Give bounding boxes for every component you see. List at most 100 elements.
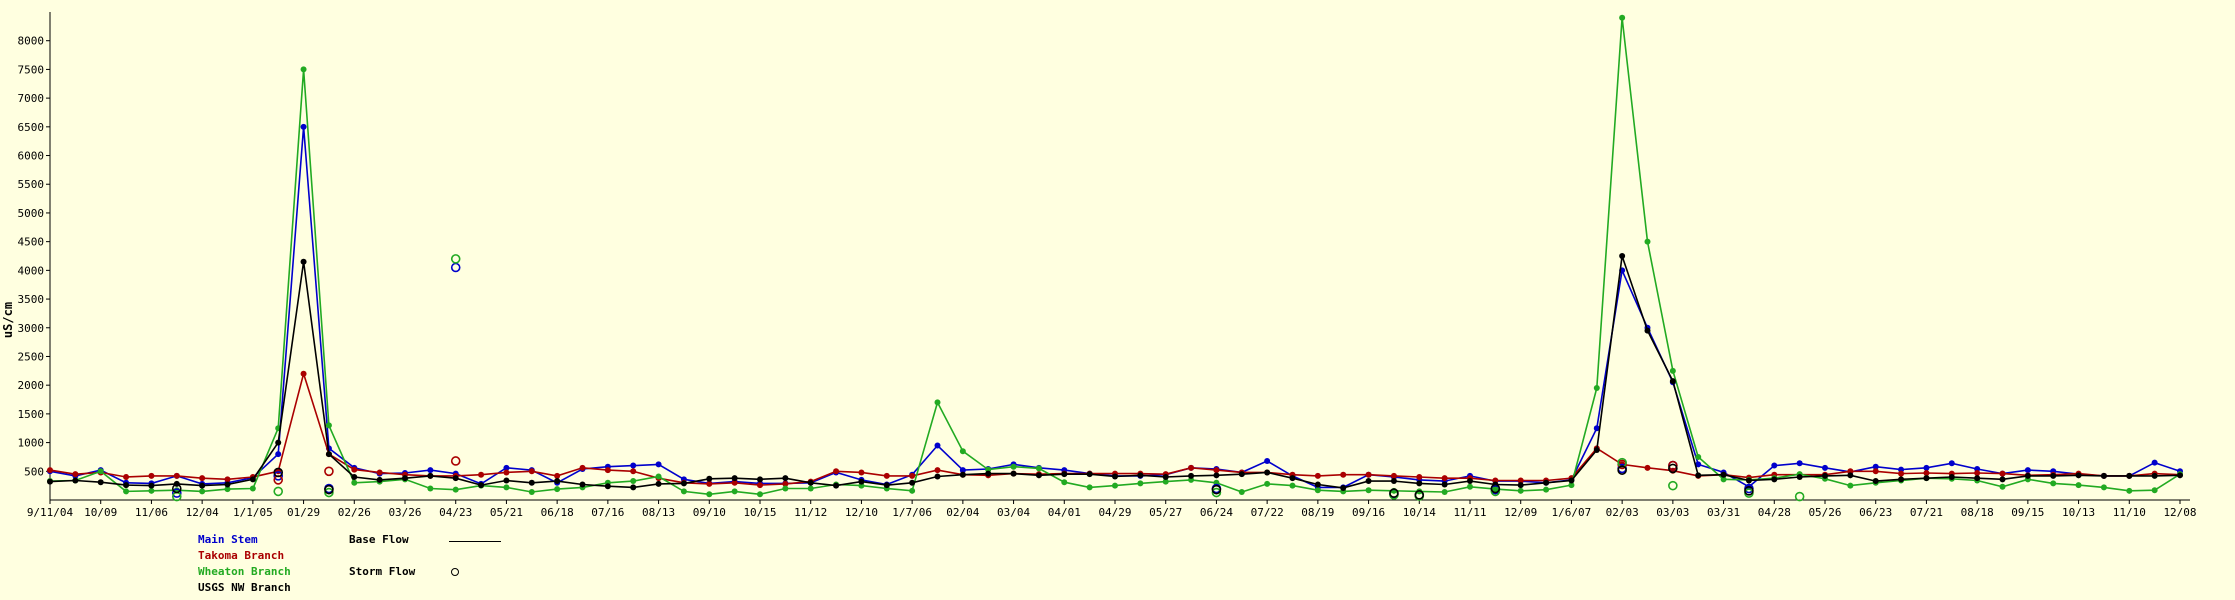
- data-point-takoma-branch: [782, 480, 789, 487]
- data-point-usgs-nw-branch: [1771, 476, 1778, 483]
- data-point-takoma-branch: [351, 466, 358, 473]
- data-point-usgs-nw-branch: [985, 470, 992, 477]
- data-point-main-stem: [300, 123, 307, 130]
- data-point-usgs-nw-branch: [72, 477, 79, 484]
- data-point-wheaton-branch: [731, 488, 738, 495]
- storm-point-usgs-nw-branch: [171, 483, 182, 494]
- data-point-usgs-nw-branch: [275, 439, 282, 446]
- x-tick-label: 06/18: [541, 506, 574, 519]
- y-tick-label: 7500: [18, 63, 45, 76]
- x-tick-labels: 9/11/04 10/09 11/06 12/04 1/1/05 01/29 02/26 03…: [27, 506, 2197, 519]
- storm-point-takoma-branch: [324, 466, 334, 477]
- data-point-usgs-nw-branch: [579, 481, 586, 488]
- x-tick-label: 11/10: [2113, 506, 2146, 519]
- x-tick-label: 11/11: [1453, 506, 1486, 519]
- data-point-main-stem: [1593, 425, 1600, 432]
- data-point-usgs-nw-branch: [1822, 472, 1828, 479]
- data-point-wheaton-branch: [909, 487, 916, 494]
- x-tick-label: 1/7/06: [892, 506, 932, 519]
- data-point-usgs-nw-branch: [1061, 471, 1068, 478]
- storm-point-wheaton-branch: [324, 487, 334, 498]
- data-point-wheaton-branch: [148, 487, 155, 494]
- legend-wheaton-branch: Wheaton Branch: [198, 565, 291, 578]
- data-point-usgs-nw-branch: [1974, 475, 1981, 482]
- data-point-usgs-nw-branch: [97, 479, 104, 486]
- data-point-takoma-branch: [1390, 472, 1397, 479]
- x-tick-label: 04/28: [1758, 506, 1791, 519]
- data-point-usgs-nw-branch: [1010, 470, 1017, 477]
- data-point-usgs-nw-branch: [1568, 477, 1575, 484]
- data-point-takoma-branch: [47, 467, 53, 474]
- data-point-main-stem: [1771, 462, 1778, 469]
- data-point-wheaton-branch: [1162, 478, 1169, 485]
- data-point-wheaton-branch: [1365, 487, 1372, 494]
- data-point-usgs-nw-branch: [706, 475, 713, 482]
- data-point-usgs-nw-branch: [199, 482, 206, 489]
- x-tick-label: 10/13: [2062, 506, 2095, 519]
- series-lines: [47, 14, 2183, 498]
- data-point-wheaton-branch: [1517, 487, 1524, 494]
- data-point-usgs-nw-branch: [1669, 378, 1676, 385]
- data-point-wheaton-branch: [1847, 482, 1854, 489]
- data-point-takoma-branch: [1898, 470, 1905, 477]
- data-point-takoma-branch: [883, 472, 890, 479]
- data-point-takoma-branch: [579, 464, 586, 471]
- data-point-wheaton-branch: [655, 473, 662, 480]
- data-point-wheaton-branch: [1238, 488, 1245, 495]
- legend-storm-flow-circle: [451, 568, 459, 576]
- data-point-wheaton-branch: [224, 486, 231, 493]
- data-point-wheaton-branch: [2075, 482, 2082, 489]
- data-point-main-stem: [959, 467, 966, 474]
- x-tick-label: 01/29: [287, 506, 320, 519]
- x-tick-label: 03/31: [1707, 506, 1740, 519]
- storm-point-wheaton-branch: [1668, 480, 1678, 491]
- data-point-usgs-nw-branch: [807, 479, 814, 486]
- data-point-usgs-nw-branch: [1112, 473, 1118, 480]
- data-point-usgs-nw-branch: [1264, 469, 1271, 476]
- data-point-main-stem: [1264, 457, 1271, 464]
- x-tick-label: 02/04: [946, 506, 979, 519]
- data-point-usgs-nw-branch: [2177, 472, 2183, 479]
- data-point-usgs-nw-branch: [478, 482, 485, 489]
- data-point-takoma-branch: [224, 476, 231, 483]
- storm-point-usgs-nw-branch: [1668, 463, 1678, 474]
- x-tick-label: 07/16: [591, 506, 624, 519]
- y-tick-label: 1500: [18, 408, 45, 421]
- data-point-takoma-branch: [630, 468, 637, 475]
- data-point-usgs-nw-branch: [604, 483, 611, 490]
- x-tick-label: 09/10: [693, 506, 726, 519]
- legend-usgs-nw-branch: USGS NW Branch: [198, 581, 291, 594]
- data-point-usgs-nw-branch: [2100, 472, 2107, 479]
- x-tick-label: 12/04: [186, 506, 219, 519]
- data-point-takoma-branch: [1872, 468, 1879, 475]
- axes: [46, 12, 2190, 504]
- data-point-takoma-branch: [1974, 470, 1981, 477]
- x-tick-label: 08/19: [1301, 506, 1334, 519]
- legend-base-flow-label: Base Flow: [349, 533, 409, 546]
- data-point-takoma-branch: [858, 469, 865, 476]
- data-point-usgs-nw-branch: [1847, 472, 1854, 479]
- series-line-usgs-nw-branch: [49, 255, 2181, 489]
- data-point-usgs-nw-branch: [427, 472, 434, 479]
- x-tick-label: 02/03: [1606, 506, 1639, 519]
- data-point-takoma-branch: [1365, 471, 1372, 478]
- data-point-takoma-branch: [1999, 470, 2006, 477]
- legend-takoma-branch: Takoma Branch: [198, 549, 285, 562]
- data-point-wheaton-branch: [1568, 482, 1575, 489]
- data-point-takoma-branch: [376, 469, 383, 476]
- data-point-usgs-nw-branch: [2151, 472, 2158, 479]
- legend-base-flow-line: [449, 541, 501, 542]
- data-point-usgs-nw-branch: [1188, 472, 1195, 479]
- data-point-usgs-nw-branch: [325, 451, 332, 458]
- data-point-takoma-branch: [706, 480, 713, 487]
- x-tick-label: 04/23: [439, 506, 472, 519]
- data-point-takoma-branch: [554, 472, 561, 479]
- data-point-takoma-branch: [731, 479, 738, 486]
- data-point-usgs-nw-branch: [1543, 479, 1550, 486]
- data-point-usgs-nw-branch: [1314, 481, 1321, 488]
- data-point-usgs-nw-branch: [224, 481, 231, 488]
- data-point-usgs-nw-branch: [2126, 472, 2133, 479]
- data-point-wheaton-branch: [1999, 483, 2006, 490]
- data-point-takoma-branch: [757, 482, 763, 489]
